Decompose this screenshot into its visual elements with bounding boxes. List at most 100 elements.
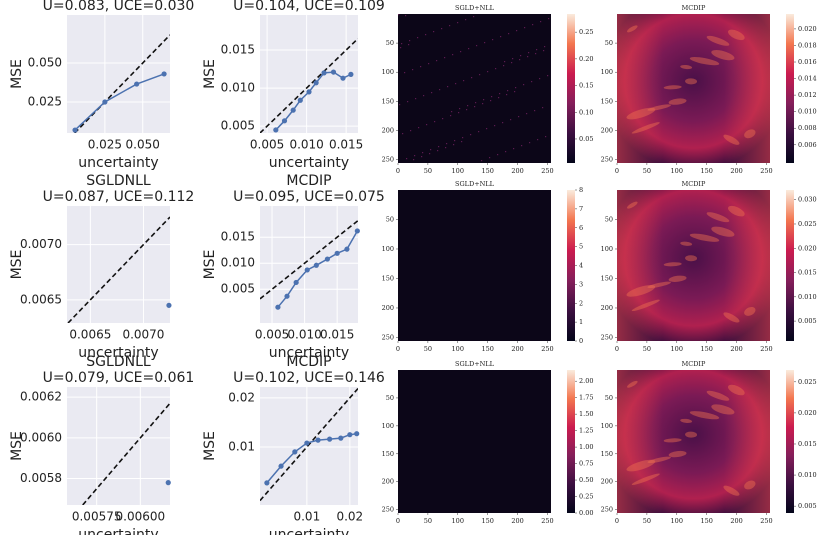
y-tick-label: 200	[382, 478, 394, 486]
heatmap-texture	[504, 61, 506, 63]
x-tick-label: 200	[511, 517, 523, 525]
heatmap-texture	[444, 57, 446, 59]
y-tick-label: 200	[601, 126, 613, 134]
y-tick-label: 200	[382, 304, 394, 312]
heatmap-texture	[400, 47, 402, 49]
x-tick-label: 0.015	[329, 138, 363, 152]
data-point	[344, 246, 350, 252]
heatmap-texture	[626, 285, 656, 297]
x-tick-label: 0	[396, 167, 400, 175]
colorbar-tick-label: 0.25	[579, 28, 593, 36]
data-point	[166, 302, 172, 308]
heatmap-texture	[548, 18, 550, 20]
heatmap-texture	[744, 306, 756, 316]
heatmap-texture	[463, 80, 465, 82]
chart-subtitle: U=0.102, UCE=0.146	[233, 370, 385, 386]
x-tick-label: 100	[452, 345, 464, 353]
plot-background	[260, 387, 358, 505]
heatmap-texture	[539, 78, 541, 80]
heatmap-texture	[668, 98, 687, 105]
data-point	[72, 127, 78, 133]
series-line	[275, 71, 352, 131]
y-tick-label: 250	[601, 156, 613, 164]
y-tick-label: 100	[601, 245, 613, 253]
x-axis-label: uncertainty	[269, 527, 349, 535]
data-point	[324, 256, 330, 262]
heatmap-texture	[536, 49, 538, 51]
y-tick-label: 250	[382, 333, 394, 341]
heatmap-texture	[495, 68, 497, 70]
heatmap-texture	[498, 97, 500, 99]
colorbar-tick-label: 0.025	[798, 220, 817, 228]
heatmap-texture	[428, 63, 430, 65]
x-tick-label: 200	[511, 345, 523, 353]
heatmap-texture	[531, 81, 533, 83]
plot-background	[260, 15, 358, 133]
heatmap-texture	[526, 113, 528, 115]
data-point	[264, 480, 270, 486]
x-tick-label: 100	[671, 167, 683, 175]
heatmap-texture	[689, 411, 720, 420]
data-point	[321, 70, 327, 76]
heatmap-image	[398, 370, 551, 513]
x-axis-label: uncertainty	[269, 345, 349, 361]
heatmap-texture	[425, 34, 427, 36]
heatmap-texture	[706, 35, 730, 46]
heatmap-texture	[728, 205, 745, 217]
heatmap-texture	[689, 56, 720, 66]
colorbar-tick-label: 0.025	[798, 378, 817, 386]
heatmap-image-overlay	[617, 14, 770, 163]
data-point	[290, 107, 296, 113]
data-point	[354, 431, 360, 437]
heatmap-texture	[405, 15, 407, 17]
heatmap-texture	[680, 64, 693, 70]
colorbar	[567, 370, 575, 513]
x-tick-label: 0.00600	[116, 510, 166, 524]
heatmap-texture	[423, 95, 425, 97]
heatmap-texture	[481, 160, 483, 162]
y-axis-label: MSE	[9, 59, 25, 89]
heatmap-texture	[475, 102, 477, 104]
heatmap-texture	[728, 384, 745, 396]
heatmap-texture	[631, 299, 660, 312]
x-tick-label: 100	[671, 517, 683, 525]
heatmap-texture	[418, 127, 420, 129]
heatmap-texture	[711, 226, 735, 237]
y-tick-label: 0.0060	[20, 430, 62, 444]
data-point	[306, 89, 312, 95]
heatmap-texture	[534, 110, 536, 112]
heatmap-texture	[680, 241, 693, 246]
heatmap-texture	[455, 83, 457, 85]
x-tick-label: 100	[452, 167, 464, 175]
colorbar-tick-label: 0.05	[579, 135, 593, 143]
data-point	[102, 99, 108, 105]
heatmap-title: SGLD+NLL	[455, 180, 495, 188]
reference-diagonal	[74, 34, 170, 133]
x-tick-label: 100	[671, 345, 683, 353]
heatmap-texture	[449, 25, 451, 27]
colorbar-tick-label: 0.015	[798, 269, 817, 277]
y-tick-label: 0.0065	[20, 292, 62, 306]
data-point	[278, 463, 284, 469]
chart-title: SGLDNLL	[86, 354, 151, 370]
data-point	[284, 293, 290, 299]
y-tick-label: 100	[382, 68, 394, 76]
heatmap-image	[398, 14, 551, 163]
y-tick-label: 150	[382, 97, 394, 105]
heatmap-texture	[518, 116, 520, 118]
y-tick-label: 0.02	[228, 390, 255, 404]
heatmap-texture	[685, 255, 698, 262]
heatmap-texture	[544, 46, 546, 48]
heatmap-texture	[490, 100, 492, 102]
heatmap-texture	[420, 66, 422, 68]
heatmap-title: SGLD+NLL	[455, 4, 495, 12]
colorbar-tick-label: 8	[579, 186, 583, 194]
heatmap-texture	[479, 74, 481, 76]
y-tick-label: 100	[601, 68, 613, 76]
chart-title: MCDIP	[286, 354, 331, 370]
y-tick-label: 150	[601, 274, 613, 282]
x-tick-label: 0.025	[88, 138, 122, 152]
y-tick-label: 50	[605, 215, 613, 223]
heatmap-texture	[431, 92, 433, 94]
heatmap-texture	[398, 14, 400, 16]
